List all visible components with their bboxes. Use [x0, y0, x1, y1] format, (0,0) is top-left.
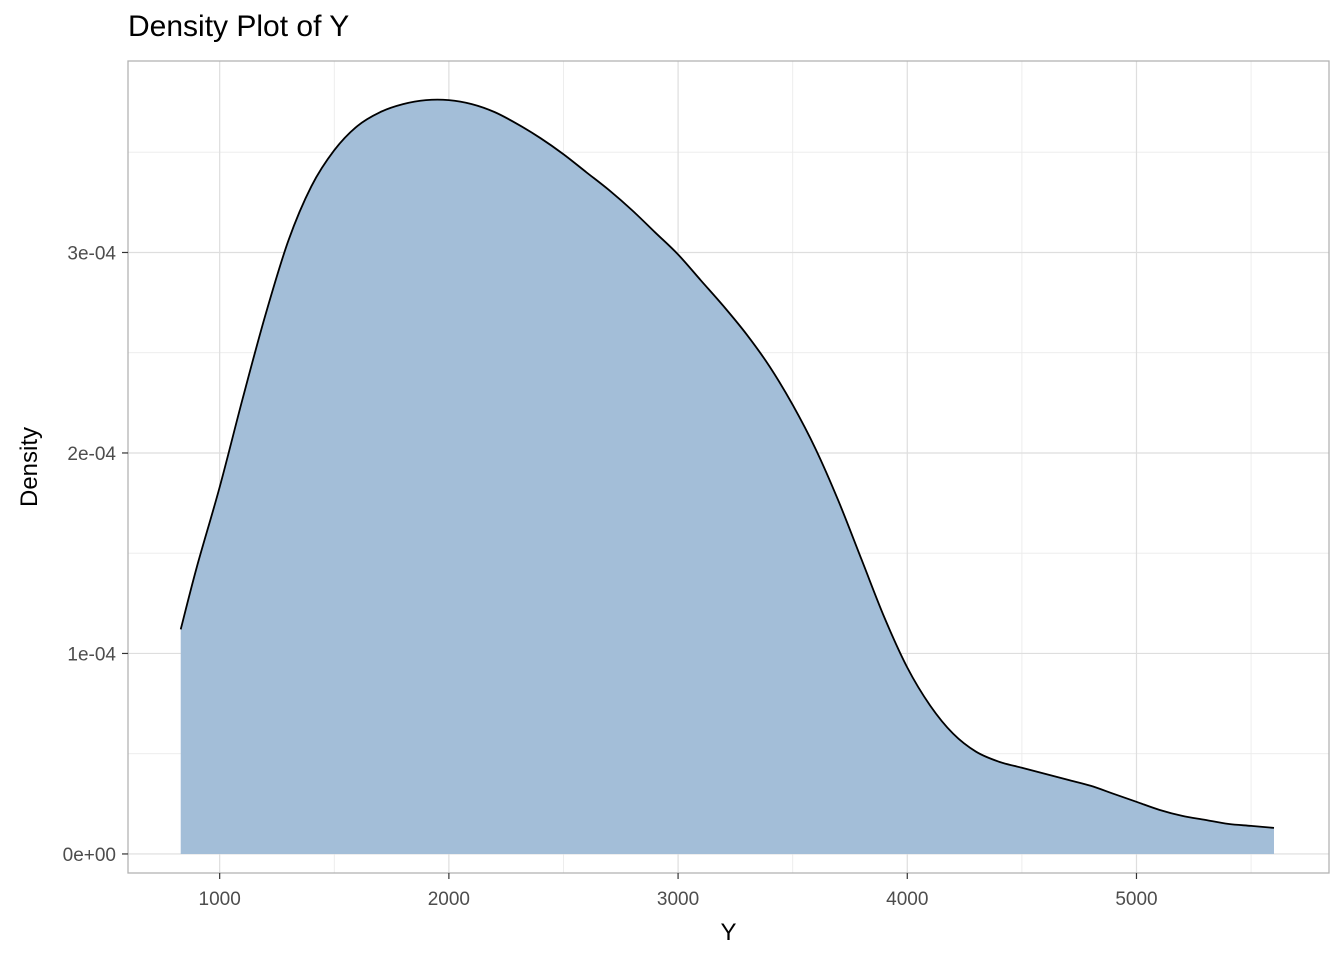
x-tick-label: 5000 [1115, 889, 1157, 910]
y-axis-ticks: 0e+00 1e-04 2e-04 3e-04 [63, 243, 128, 866]
y-tick-label: 0e+00 [63, 845, 116, 866]
density-line [179, 98, 1275, 829]
y-tick-label: 2e-04 [67, 444, 116, 465]
x-axis-title: Y [720, 919, 736, 946]
x-axis-ticks: 1000 2000 3000 4000 5000 [199, 873, 1158, 910]
y-tick-label: 1e-04 [67, 644, 116, 665]
y-axis-title: Density [16, 427, 43, 507]
panel-border [127, 60, 1330, 874]
x-tick-label: 1000 [199, 889, 241, 910]
chart-title: Density Plot of Y [128, 10, 350, 43]
density-area [180, 99, 1274, 854]
y-tick-label: 3e-04 [67, 243, 116, 264]
x-tick-label: 4000 [886, 889, 928, 910]
x-tick-label: 2000 [428, 889, 470, 910]
x-tick-label: 3000 [657, 889, 699, 910]
